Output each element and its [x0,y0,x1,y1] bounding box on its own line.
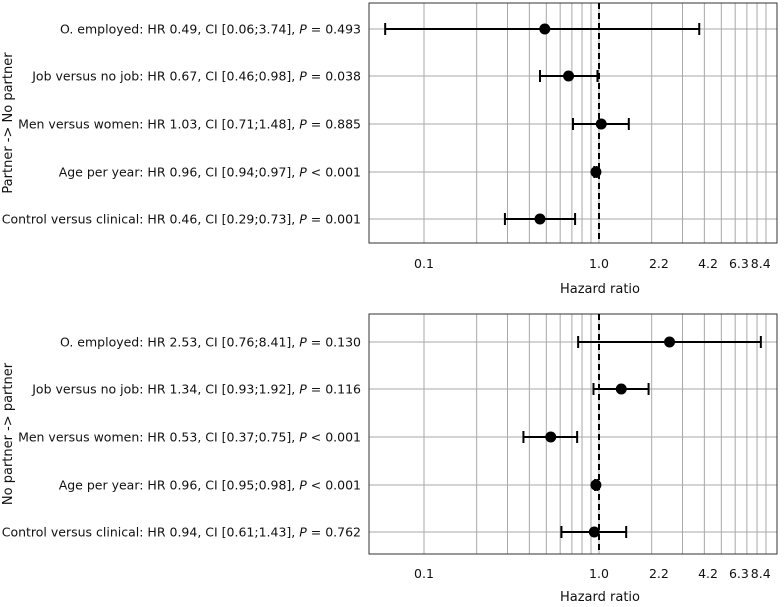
row-label-text: O. employed: HR 2.53, CI [0.76;8.41], [60,335,299,350]
p-symbol: P [299,525,307,540]
hazard-ratio-point [615,383,627,395]
x-axis-label: Hazard ratio [560,590,640,605]
x-tick-label: 4.2 [698,256,718,271]
row-label: O. employed: HR 2.53, CI [0.76;8.41], P … [60,335,361,350]
hazard-ratio-point [588,526,600,538]
p-symbol: P [299,165,307,180]
x-tick-label: 1.0 [589,256,609,271]
row-label-text: O. employed: HR 0.49, CI [0.06;3.74], [60,22,299,37]
hazard-ratio-point [539,23,551,35]
x-axis-label: Hazard ratio [560,282,640,297]
hazard-ratio-point [545,431,557,443]
row-label: Men versus women: HR 0.53, CI [0.37;0.75… [18,430,361,445]
x-tick-label: 4.2 [698,566,718,581]
plot-area [369,314,777,554]
row-label-text: Job versus no job: HR 0.67, CI [0.46;0.9… [31,69,299,84]
hazard-ratio-point [595,118,607,130]
p-value-text: = 0.885 [307,117,361,132]
forest-panel-1: O. employed: HR 0.49, CI [0.06;3.74], P … [1,2,778,297]
row-label-text: Age per year: HR 0.96, CI [0.94;0.97], [59,165,300,180]
hazard-ratio-point [590,166,602,178]
plot-border [368,2,778,244]
row-label-text: Job versus no job: HR 1.34, CI [0.93;1.9… [31,382,299,397]
x-tick-label: 6.3 [729,256,749,271]
y-axis-label: No partner -> partner [1,362,16,505]
x-tick-label: 2.2 [649,256,669,271]
p-symbol: P [299,117,307,132]
hazard-ratio-point [664,336,676,348]
hazard-ratio-point [590,479,602,491]
p-value-text: = 0.493 [307,22,361,37]
row-label: O. employed: HR 0.49, CI [0.06;3.74], P … [60,22,361,37]
row-label-text: Control versus clinical: HR 0.46, CI [0.… [2,212,300,227]
hazard-ratio-point [534,213,546,225]
plot-border [368,313,778,555]
p-value-text: = 0.038 [307,69,361,84]
y-axis-label: Partner -> No partner [1,52,16,194]
x-tick-label: 8.4 [751,256,771,271]
x-tick-label: 2.2 [649,566,669,581]
row-label: Job versus no job: HR 0.67, CI [0.46;0.9… [31,69,361,84]
p-symbol: P [299,430,307,445]
p-symbol: P [299,335,307,350]
row-label: Control versus clinical: HR 0.94, CI [0.… [2,525,361,540]
forest-panel-2: O. employed: HR 2.53, CI [0.76;8.41], P … [1,313,778,605]
x-tick-label: 8.4 [751,566,771,581]
row-label: Men versus women: HR 1.03, CI [0.71;1.48… [18,117,361,132]
row-label-text: Age per year: HR 0.96, CI [0.95;0.98], [59,478,300,493]
p-value-text: < 0.001 [307,430,361,445]
p-value-text: < 0.001 [307,478,361,493]
x-tick-label: 0.1 [414,256,434,271]
p-value-text: = 0.116 [307,382,361,397]
p-symbol: P [299,478,307,493]
row-label: Age per year: HR 0.96, CI [0.94;0.97], P… [59,165,361,180]
hazard-ratio-point [563,70,575,82]
row-label-text: Men versus women: HR 1.03, CI [0.71;1.48… [18,117,299,132]
p-symbol: P [299,69,307,84]
p-symbol: P [299,22,307,37]
x-tick-label: 6.3 [729,566,749,581]
p-value-text: = 0.762 [307,525,361,540]
x-tick-label: 0.1 [414,566,434,581]
x-tick-label: 1.0 [589,566,609,581]
p-value-text: < 0.001 [307,165,361,180]
row-label: Control versus clinical: HR 0.46, CI [0.… [2,212,361,227]
p-symbol: P [299,382,307,397]
p-symbol: P [299,212,307,227]
row-label: Job versus no job: HR 1.34, CI [0.93;1.9… [31,382,361,397]
row-label-text: Control versus clinical: HR 0.94, CI [0.… [2,525,300,540]
row-label-text: Men versus women: HR 0.53, CI [0.37;0.75… [18,430,299,445]
row-label: Age per year: HR 0.96, CI [0.95;0.98], P… [59,478,361,493]
p-value-text: = 0.001 [307,212,361,227]
p-value-text: = 0.130 [307,335,361,350]
